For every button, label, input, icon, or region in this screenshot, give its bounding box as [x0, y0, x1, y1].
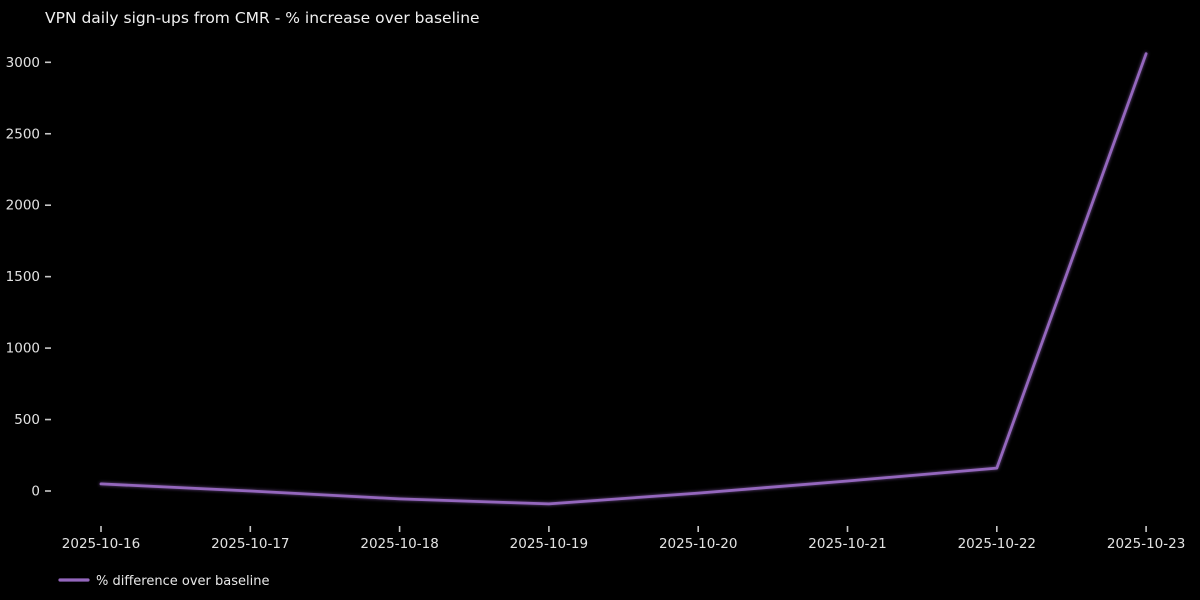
y-tick-label: 2500 [6, 126, 40, 142]
y-tick-label: 500 [14, 412, 40, 428]
x-tick-label: 2025-10-17 [211, 536, 289, 552]
x-tick-label: 2025-10-18 [360, 536, 438, 552]
x-tick-label: 2025-10-22 [958, 536, 1036, 552]
x-tick-label: 2025-10-20 [659, 536, 737, 552]
y-axis: 0 500 1000 1500 2000 2500 3000 [6, 55, 51, 500]
legend-label: % difference over baseline [96, 574, 269, 589]
x-tick-label: 2025-10-21 [808, 536, 886, 552]
y-tick-label: 3000 [6, 55, 40, 71]
x-tick-label: 2025-10-16 [62, 536, 140, 552]
chart-title: VPN daily sign-ups from CMR - % increase… [45, 9, 480, 27]
y-tick-label: 0 [31, 484, 40, 500]
x-tick-label: 2025-10-19 [510, 536, 588, 552]
y-tick-label: 2000 [6, 198, 40, 214]
y-tick-label: 1500 [6, 269, 40, 285]
y-tick-label: 1000 [6, 341, 40, 357]
data-series-line [99, 52, 1148, 506]
x-tick-label: 2025-10-23 [1107, 536, 1185, 552]
x-axis: 2025-10-16 2025-10-17 2025-10-18 2025-10-19… [62, 526, 1185, 552]
legend: % difference over baseline [58, 574, 269, 589]
